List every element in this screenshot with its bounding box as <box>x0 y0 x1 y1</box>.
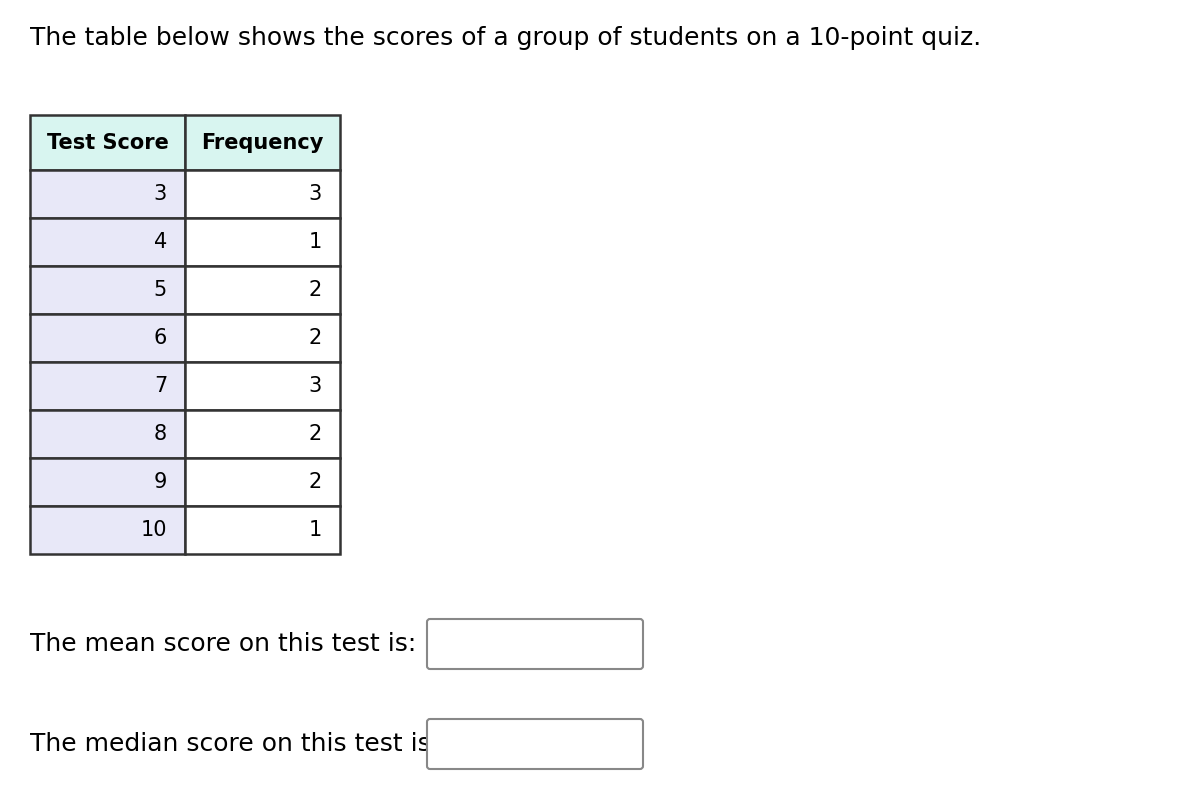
Bar <box>185 458 340 506</box>
Bar <box>185 218 340 266</box>
Bar <box>30 410 185 458</box>
FancyBboxPatch shape <box>427 619 643 669</box>
Text: 3: 3 <box>154 184 167 204</box>
Text: 3: 3 <box>308 376 322 396</box>
Text: 8: 8 <box>154 424 167 444</box>
Text: 2: 2 <box>308 424 322 444</box>
Bar <box>185 314 340 362</box>
Text: 10: 10 <box>140 520 167 540</box>
Bar <box>185 266 340 314</box>
Text: The median score on this test is:: The median score on this test is: <box>30 732 439 756</box>
Bar <box>30 170 185 218</box>
Text: 2: 2 <box>308 472 322 492</box>
Bar <box>30 506 185 554</box>
Text: Frequency: Frequency <box>202 133 324 153</box>
Bar <box>30 458 185 506</box>
Text: 6: 6 <box>154 328 167 348</box>
Bar <box>185 506 340 554</box>
Bar <box>185 410 340 458</box>
Text: 7: 7 <box>154 376 167 396</box>
Bar <box>30 115 185 170</box>
FancyBboxPatch shape <box>427 719 643 769</box>
Text: Test Score: Test Score <box>47 133 168 153</box>
Bar <box>30 362 185 410</box>
Text: The table below shows the scores of a group of students on a 10-point quiz.: The table below shows the scores of a gr… <box>30 26 982 50</box>
Text: The mean score on this test is:: The mean score on this test is: <box>30 632 416 656</box>
Bar <box>30 266 185 314</box>
Text: 1: 1 <box>308 520 322 540</box>
Text: 1: 1 <box>308 232 322 252</box>
Bar <box>30 314 185 362</box>
Bar <box>185 170 340 218</box>
Text: 3: 3 <box>308 184 322 204</box>
Text: 9: 9 <box>154 472 167 492</box>
Text: 4: 4 <box>154 232 167 252</box>
Bar <box>30 218 185 266</box>
Bar <box>185 115 340 170</box>
Text: 2: 2 <box>308 280 322 300</box>
Text: 2: 2 <box>308 328 322 348</box>
Text: 5: 5 <box>154 280 167 300</box>
Bar <box>185 362 340 410</box>
